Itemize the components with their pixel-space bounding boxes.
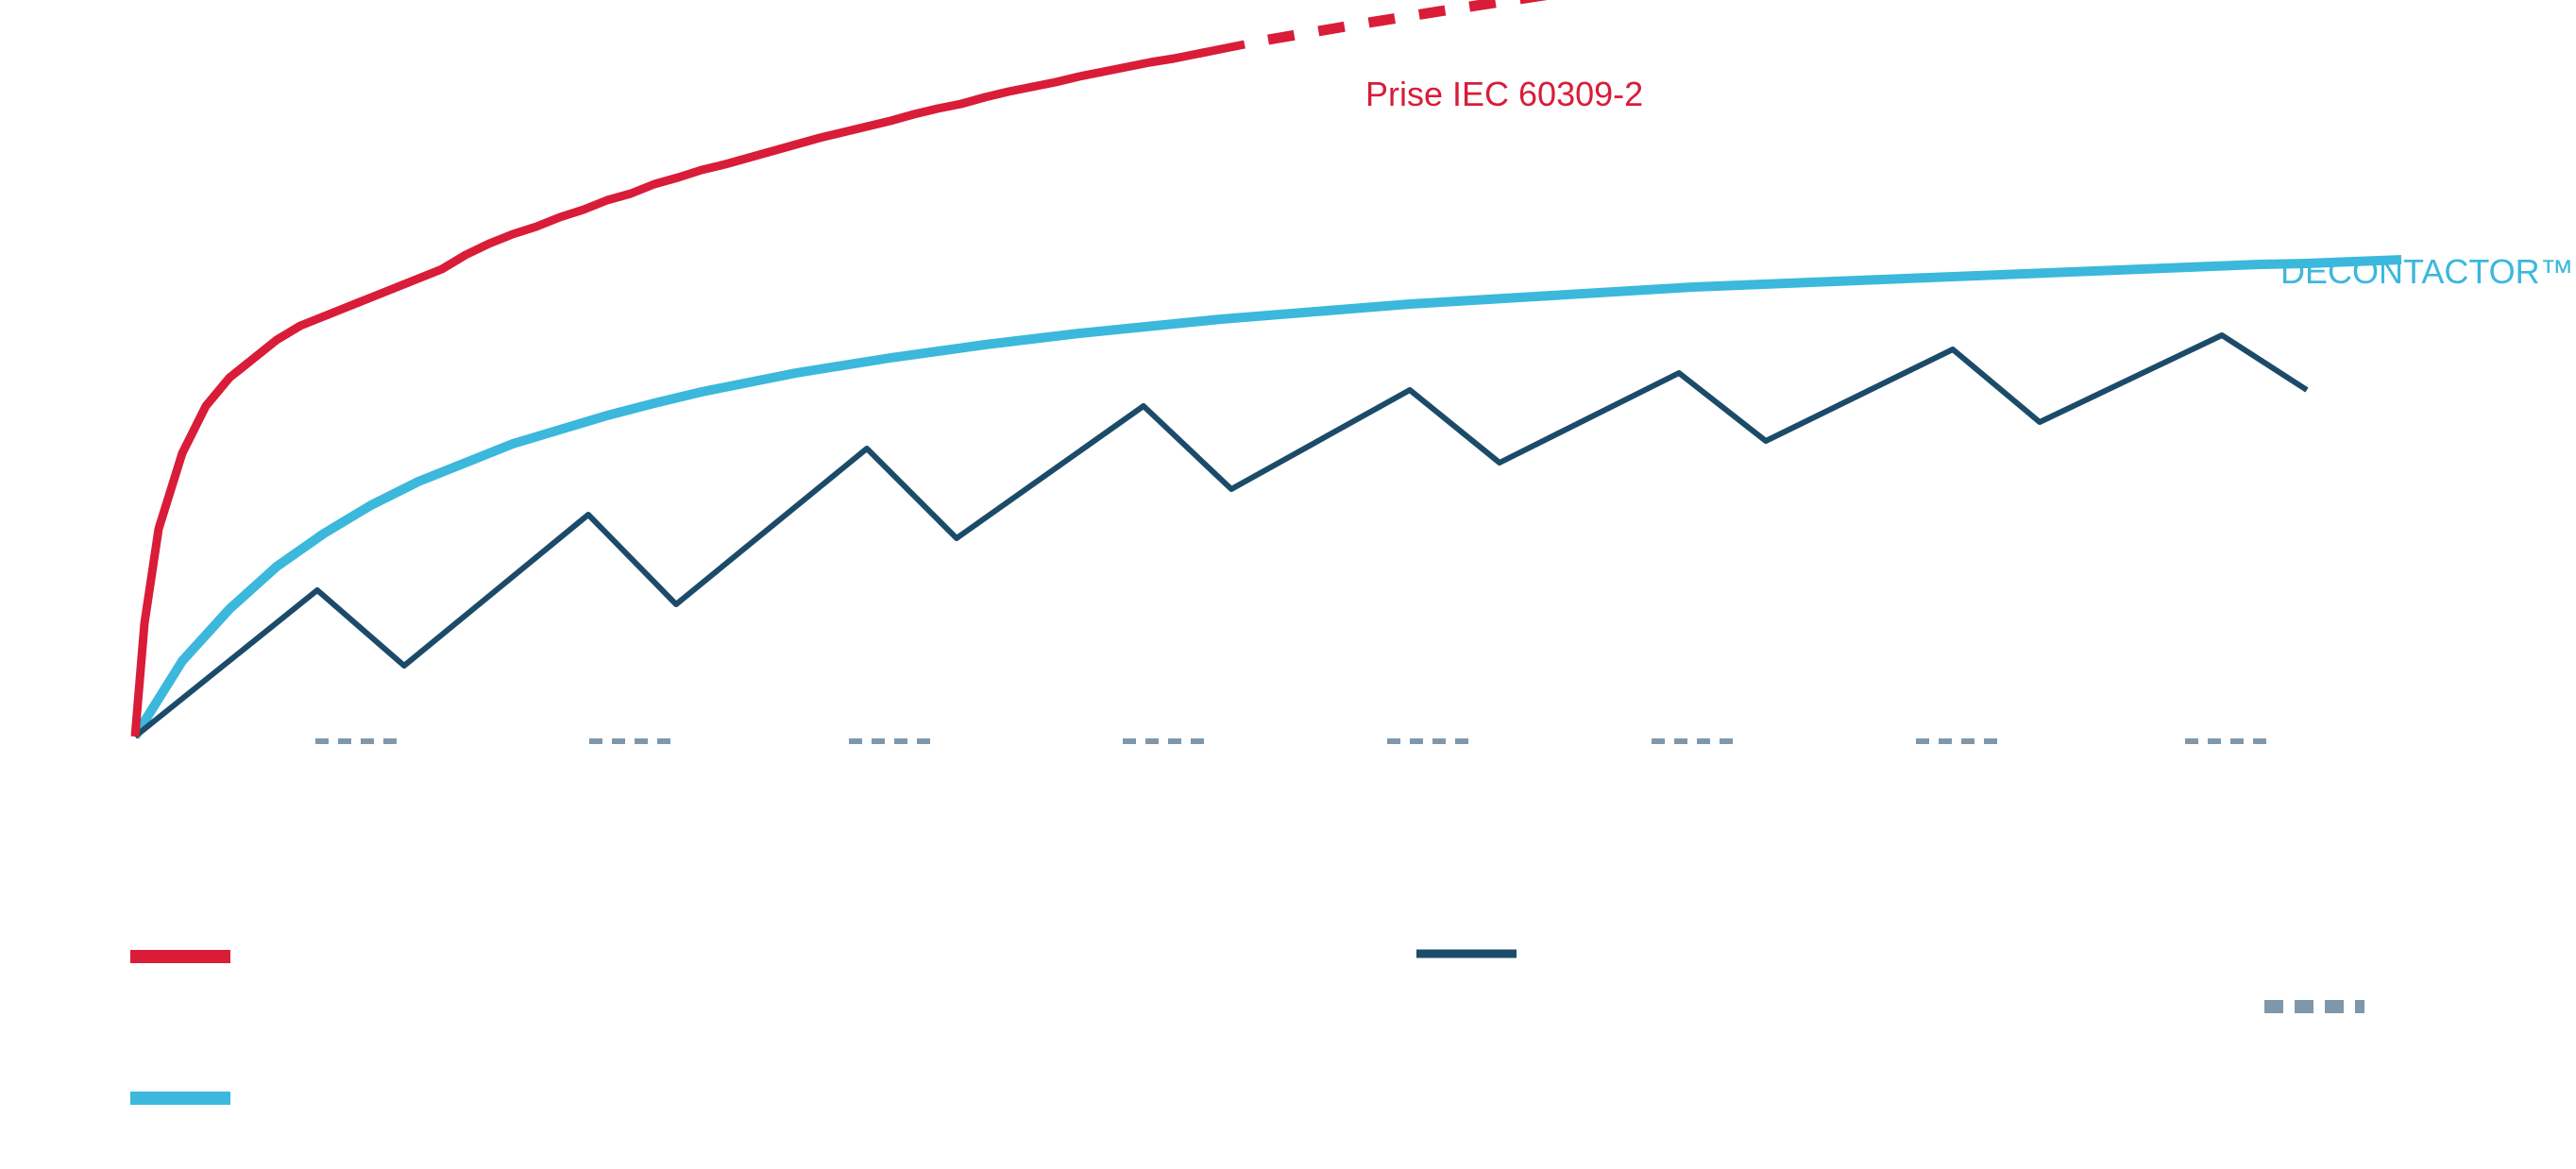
series-decontactor-line — [130, 255, 2402, 739]
series-label-decontactor: DECONTACTOR™ — [2280, 252, 2574, 291]
plot-area — [130, 0, 2402, 744]
series-iec-dashed-line — [1267, 0, 1548, 45]
series-label-iec: Prise IEC 60309-2 — [1365, 75, 1643, 113]
series-iec-line — [130, 40, 1246, 737]
series-sawtooth-line — [133, 332, 2309, 739]
legend — [130, 949, 2364, 1105]
